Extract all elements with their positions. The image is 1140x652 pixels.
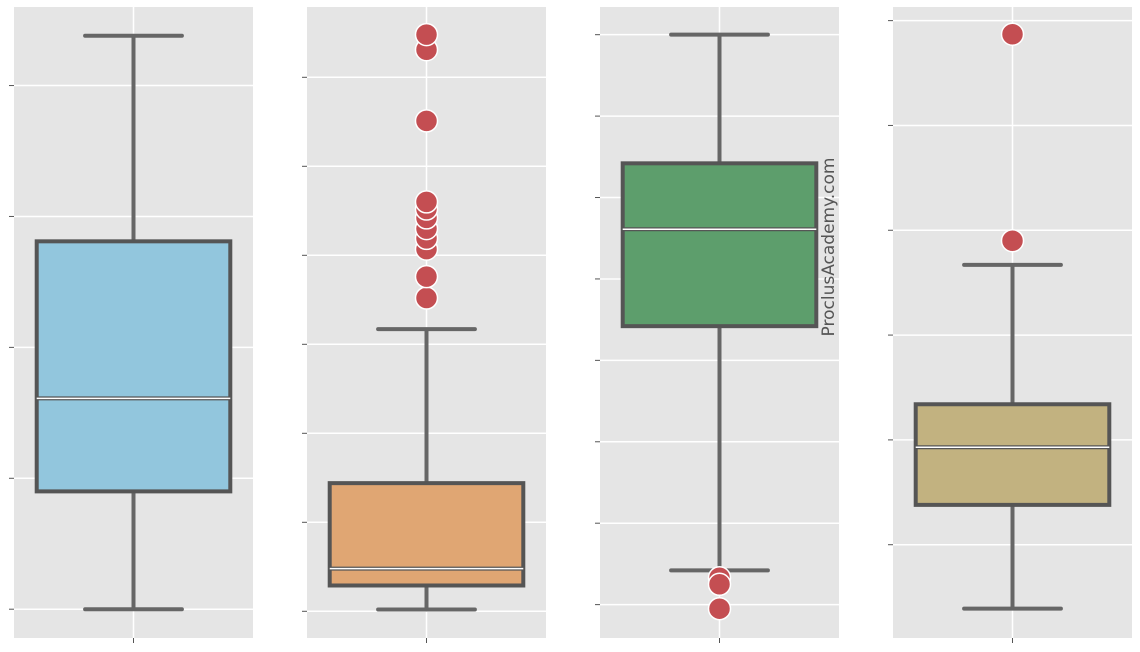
outlier [414,109,439,133]
box [620,161,819,329]
outlier [414,264,439,289]
outlier [414,22,439,47]
outlier [1000,22,1025,47]
outlier [1000,228,1025,253]
outlier [707,572,732,597]
watermark: ProclusAcademy.com [819,158,839,337]
box [34,239,233,494]
outlier [707,596,732,621]
outlier [414,286,439,310]
box [913,402,1112,507]
outlier [414,190,439,214]
